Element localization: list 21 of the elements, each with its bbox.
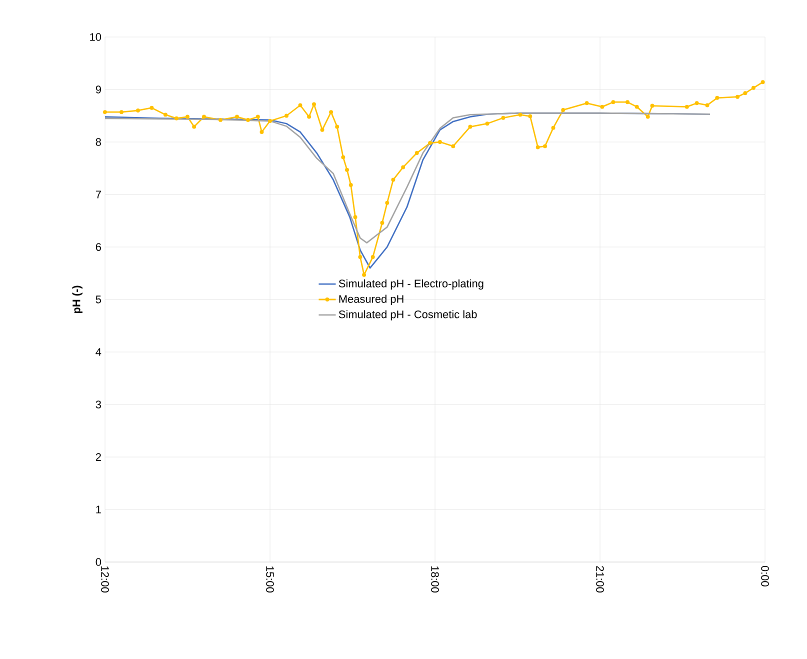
legend-label: Simulated pH - Electro-plating [338,279,484,290]
x-tick-label: 15:00 [266,566,274,592]
y-tick-label: 10 [90,33,102,41]
y-tick-label: 7 [96,190,101,198]
legend-label: Simulated pH - Cosmetic lab [338,310,477,320]
y-axis-title: pH (-) [72,286,82,314]
y-tick-label: 6 [96,243,101,251]
y-tick-label: 0 [96,558,102,566]
y-tick-label: 5 [96,296,102,304]
y-tick-label: 9 [96,86,101,94]
x-tick-label: 18:00 [431,566,439,592]
y-tick-label: 3 [96,400,101,408]
x-tick-label: 0:00 [761,566,769,586]
y-tick-label: 2 [96,453,101,461]
x-tick-label: 12:00 [101,566,109,592]
line-series [105,112,711,244]
y-tick-label: 1 [96,506,101,514]
x-tick-label: 21:00 [596,566,604,592]
y-tick-label: 8 [96,138,101,146]
legend-label: Measured pH [339,294,404,305]
y-tick-label: 4 [96,348,102,356]
